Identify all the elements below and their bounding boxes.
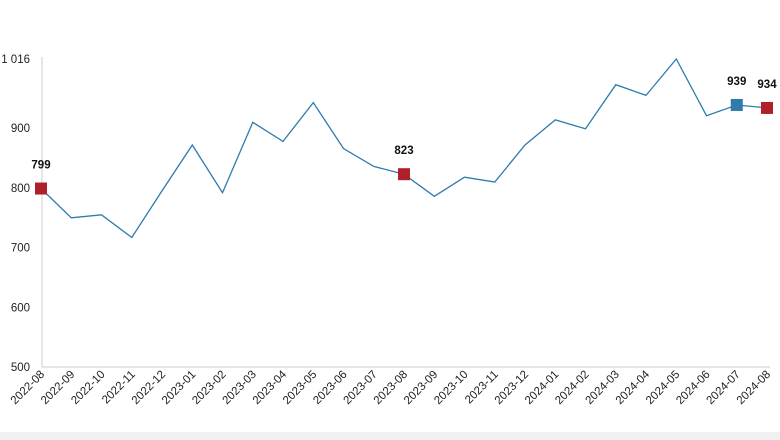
data-labels: 799 823 939 934	[31, 76, 777, 172]
data-label: 799	[31, 160, 50, 172]
highlight-marker	[730, 98, 743, 111]
highlight-marker	[761, 101, 773, 114]
data-label: 939	[727, 76, 746, 88]
highlight-marker	[398, 168, 410, 181]
x-tick-label: 2022-10	[69, 369, 107, 407]
y-tick-label: 800	[11, 183, 30, 195]
y-tick-label: 700	[11, 243, 30, 255]
highlight-marker	[35, 182, 47, 195]
x-tick-labels: 2022-082022-092022-102022-112022-122023-…	[9, 368, 773, 407]
x-tick-label: 2024-08	[735, 369, 773, 407]
x-tick-label: 2023-10	[432, 369, 470, 407]
data-label: 823	[394, 145, 413, 157]
y-tick-label: 1 016	[1, 54, 30, 66]
bottom-band	[0, 432, 780, 440]
y-tick-label: 600	[11, 302, 30, 314]
y-tick-label: 500	[11, 362, 30, 374]
highlight-markers	[35, 98, 773, 195]
y-tick-labels: 500 600 700 800 900 1 016	[1, 54, 30, 374]
y-tick-label: 900	[11, 123, 30, 135]
data-label: 934	[757, 79, 777, 91]
